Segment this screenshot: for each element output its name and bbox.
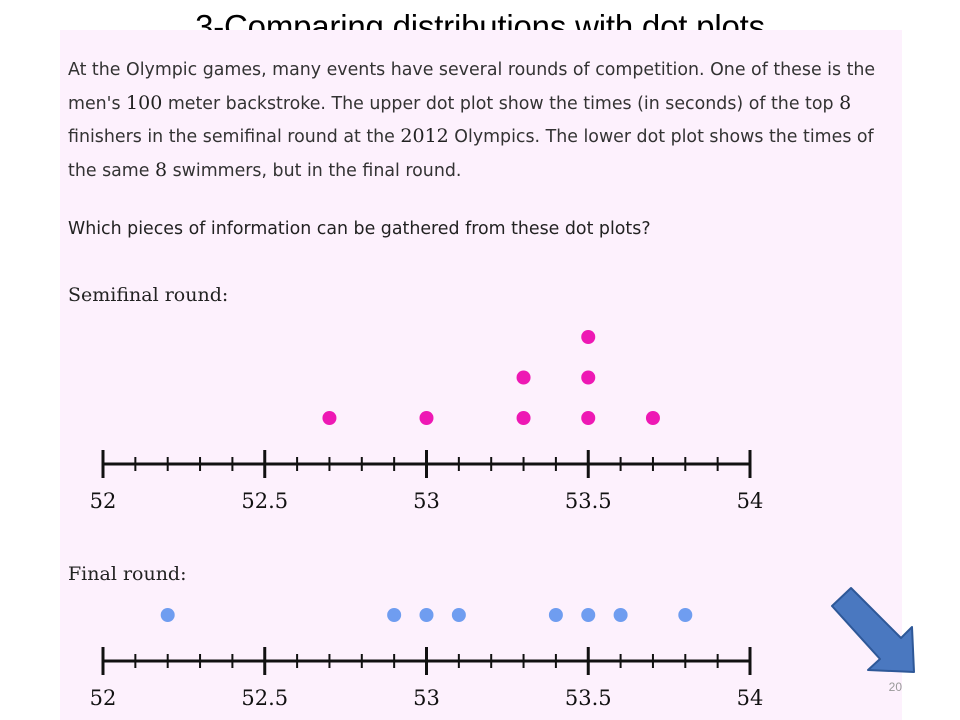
intro-number-8: 8: [839, 91, 852, 114]
final-tick-label: 54: [737, 686, 764, 710]
question-text: Which pieces of information can be gathe…: [68, 219, 651, 239]
final-dot: [678, 608, 693, 622]
content-panel: [60, 30, 902, 720]
final-tick-label: 52.5: [241, 686, 288, 710]
final-dot: [581, 608, 596, 622]
semifinal-dot: [645, 411, 660, 425]
down-right-arrow-icon: [831, 587, 915, 673]
semifinal-dot: [516, 411, 531, 425]
intro-text-5: swimmers, but in the final round.: [167, 160, 462, 181]
final-dot: [387, 608, 402, 622]
semifinal-dot: [516, 370, 531, 385]
final-tick-label: 53.5: [565, 686, 612, 710]
final-dot: [451, 608, 466, 622]
final-dot-plot: 52 52.5 53 53.5 54: [90, 608, 764, 710]
semifinal-tick-label: 53.5: [565, 489, 612, 513]
semifinal-tick-label: 53: [413, 489, 440, 513]
final-dot: [548, 608, 563, 622]
semifinal-tick-label: 52: [90, 489, 117, 513]
final-label: Final round:: [68, 563, 187, 585]
semifinal-tick-label: 52.5: [241, 489, 288, 513]
intro-text-1: At the Olympic games, many events have s…: [68, 60, 876, 114]
final-dot: [613, 608, 628, 622]
semifinal-dot: [581, 330, 596, 344]
final-dot: [160, 608, 175, 622]
semifinal-dot: [419, 411, 434, 425]
final-tick-label: 52: [90, 686, 117, 710]
intro-text-3: finishers in the semifinal round at the: [68, 127, 401, 147]
intro-paragraph: At the Olympic games, many events have s…: [68, 54, 898, 187]
semifinal-dot: [581, 370, 596, 385]
intro-number-8-second: 8: [154, 158, 168, 181]
semifinal-dot-plot: 52 52.5 53 53.5 54: [90, 330, 764, 513]
semifinal-dot: [581, 411, 596, 425]
intro-text-2: meter backstroke. The upper dot plot sho…: [162, 93, 840, 114]
intro-number-100: 100: [126, 91, 163, 114]
final-dot: [419, 608, 434, 622]
slide-number: 20: [888, 680, 902, 694]
semifinal-tick-label: 54: [737, 489, 764, 513]
semifinal-dot: [322, 411, 337, 425]
semifinal-label: Semifinal round:: [68, 284, 229, 306]
final-tick-label: 53: [413, 686, 440, 710]
intro-number-2012: 2012: [400, 125, 449, 147]
intro-text-4: Olympics. The lower dot plot shows the t…: [68, 127, 874, 181]
